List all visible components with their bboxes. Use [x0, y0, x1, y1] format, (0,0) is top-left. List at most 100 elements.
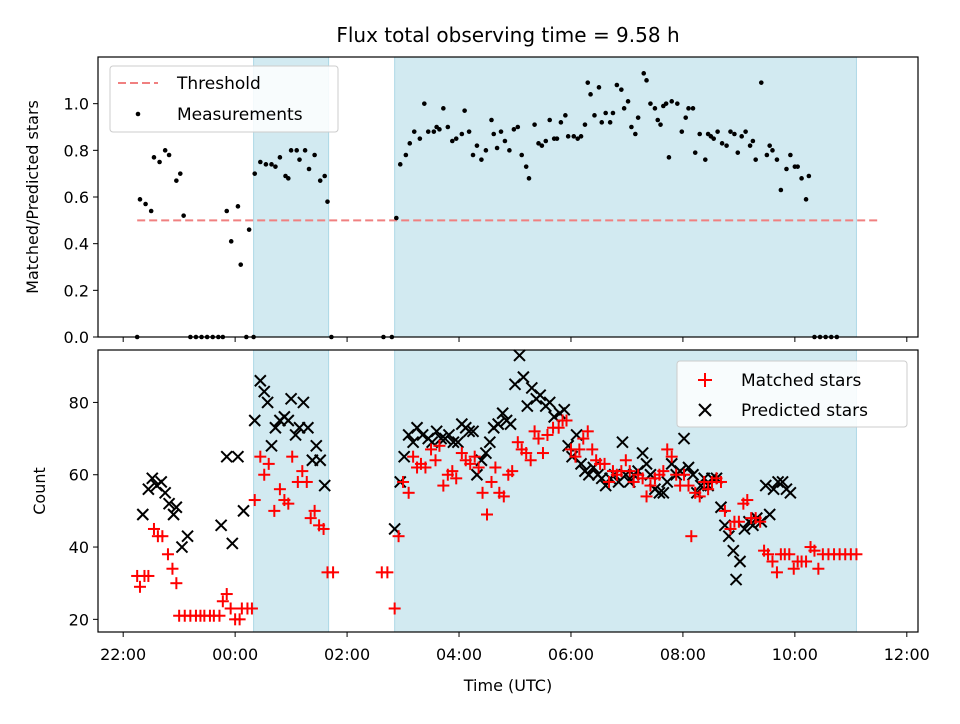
predicted-star-point [289, 428, 302, 442]
matched-star-point [296, 465, 309, 478]
measurement-point [585, 80, 591, 85]
measurement-point [294, 148, 300, 153]
measurement-point [450, 138, 455, 144]
top-y-tick-label: 1.0 [64, 95, 89, 114]
matched-star-point [761, 548, 774, 561]
measurement-point [614, 82, 620, 88]
matched-star-point [437, 479, 450, 492]
measurement-point [603, 110, 608, 116]
predicted-star-point [181, 529, 194, 543]
matched-star-point [286, 450, 299, 463]
matched-star-point [640, 490, 653, 503]
measurement-point [679, 129, 685, 134]
measurement-point [437, 127, 442, 132]
matched-star-point [407, 450, 420, 463]
measurement-point [322, 173, 327, 179]
measurement-point [462, 108, 467, 113]
measurement-point [532, 122, 537, 127]
measurement-point [652, 106, 658, 111]
measurement-point [407, 141, 413, 146]
measurement-point [258, 159, 263, 165]
matched-star-point [450, 472, 463, 485]
measurement-point [246, 227, 252, 232]
measurement-point [799, 176, 804, 181]
predicted-star-point [142, 482, 155, 496]
measurement-point [582, 122, 588, 127]
matched-star-point [489, 461, 502, 474]
measurement-point [724, 143, 729, 148]
predicted-star-point [162, 497, 176, 510]
matched-star-point [520, 447, 533, 460]
bottom-legend-box [676, 360, 908, 428]
predicted-star-point [451, 435, 465, 449]
predicted-star-point [727, 544, 740, 557]
measurement-point [563, 113, 568, 118]
measurement-point [539, 143, 545, 148]
measurement-point [277, 155, 283, 160]
measurement-point [302, 148, 308, 153]
predicted-star-point [231, 450, 245, 463]
predicted-star-point [470, 468, 484, 481]
measurement-point [711, 136, 716, 141]
legend-measurements-swatch [135, 111, 141, 117]
measurement-point [394, 215, 399, 221]
measurement-point [806, 173, 812, 179]
measurement-point [403, 152, 409, 158]
matched-star-point [166, 562, 179, 575]
predicted-star-point [158, 486, 172, 500]
measurement-point [502, 138, 508, 144]
matched-star-point [233, 613, 246, 626]
measurement-point [288, 148, 294, 153]
measurement-point [719, 141, 725, 146]
predicted-star-point [582, 468, 596, 481]
predicted-star-point [517, 370, 530, 384]
matched-star-point [392, 530, 405, 543]
legend-threshold-label: Threshold [176, 74, 261, 94]
measurement-point [157, 159, 162, 165]
measurement-point [422, 101, 427, 106]
observing-window-shading [253, 56, 857, 338]
measurement-point [728, 129, 733, 134]
matched-star-point [429, 454, 442, 467]
matched-star-point [665, 450, 678, 463]
measurement-point [474, 143, 480, 148]
measurement-point [635, 115, 641, 120]
bottom-plot-frame [97, 349, 919, 633]
matched-star-point [714, 475, 727, 488]
predicted-star-point [265, 439, 278, 453]
predicted-star-point [483, 435, 497, 449]
measurement-point [519, 152, 525, 158]
predicted-star-point [729, 573, 743, 586]
matched-star-markers [131, 414, 863, 626]
measurement-point [325, 199, 330, 204]
top-y-axis-ticks: 0.0 0.2 0.4 0.6 0.8 1.0 [64, 95, 98, 347]
measurement-point [675, 101, 680, 106]
predicted-star-point [397, 450, 411, 463]
measurement-point [588, 92, 593, 97]
matched-star-point [156, 530, 169, 543]
matched-star-point [524, 454, 537, 467]
bottom-y-tick-label: 20 [69, 610, 89, 629]
predicted-star-point [636, 446, 649, 460]
observing-window-span [394, 56, 857, 338]
measurement-point [558, 120, 564, 125]
matched-star-point [476, 486, 489, 499]
measurement-point [644, 78, 649, 83]
matched-star-point [741, 494, 754, 507]
measurement-point [739, 134, 744, 139]
predicted-star-point [686, 468, 700, 481]
measurement-point [690, 106, 696, 111]
measurement-point [658, 122, 663, 127]
measurement-point [174, 178, 179, 183]
predicted-star-point [282, 414, 295, 427]
measurement-point [252, 171, 258, 176]
matched-star-point [327, 566, 340, 579]
measurement-point [143, 201, 148, 207]
bottom-y-tick-label: 80 [69, 393, 89, 412]
legend-matched-swatch [698, 373, 712, 387]
matched-star-point [224, 602, 237, 615]
measurement-point [441, 106, 446, 111]
measurement-point [788, 152, 793, 158]
legend-predicted-label: Predicted stars [741, 401, 868, 421]
matched-star-point [161, 548, 174, 561]
